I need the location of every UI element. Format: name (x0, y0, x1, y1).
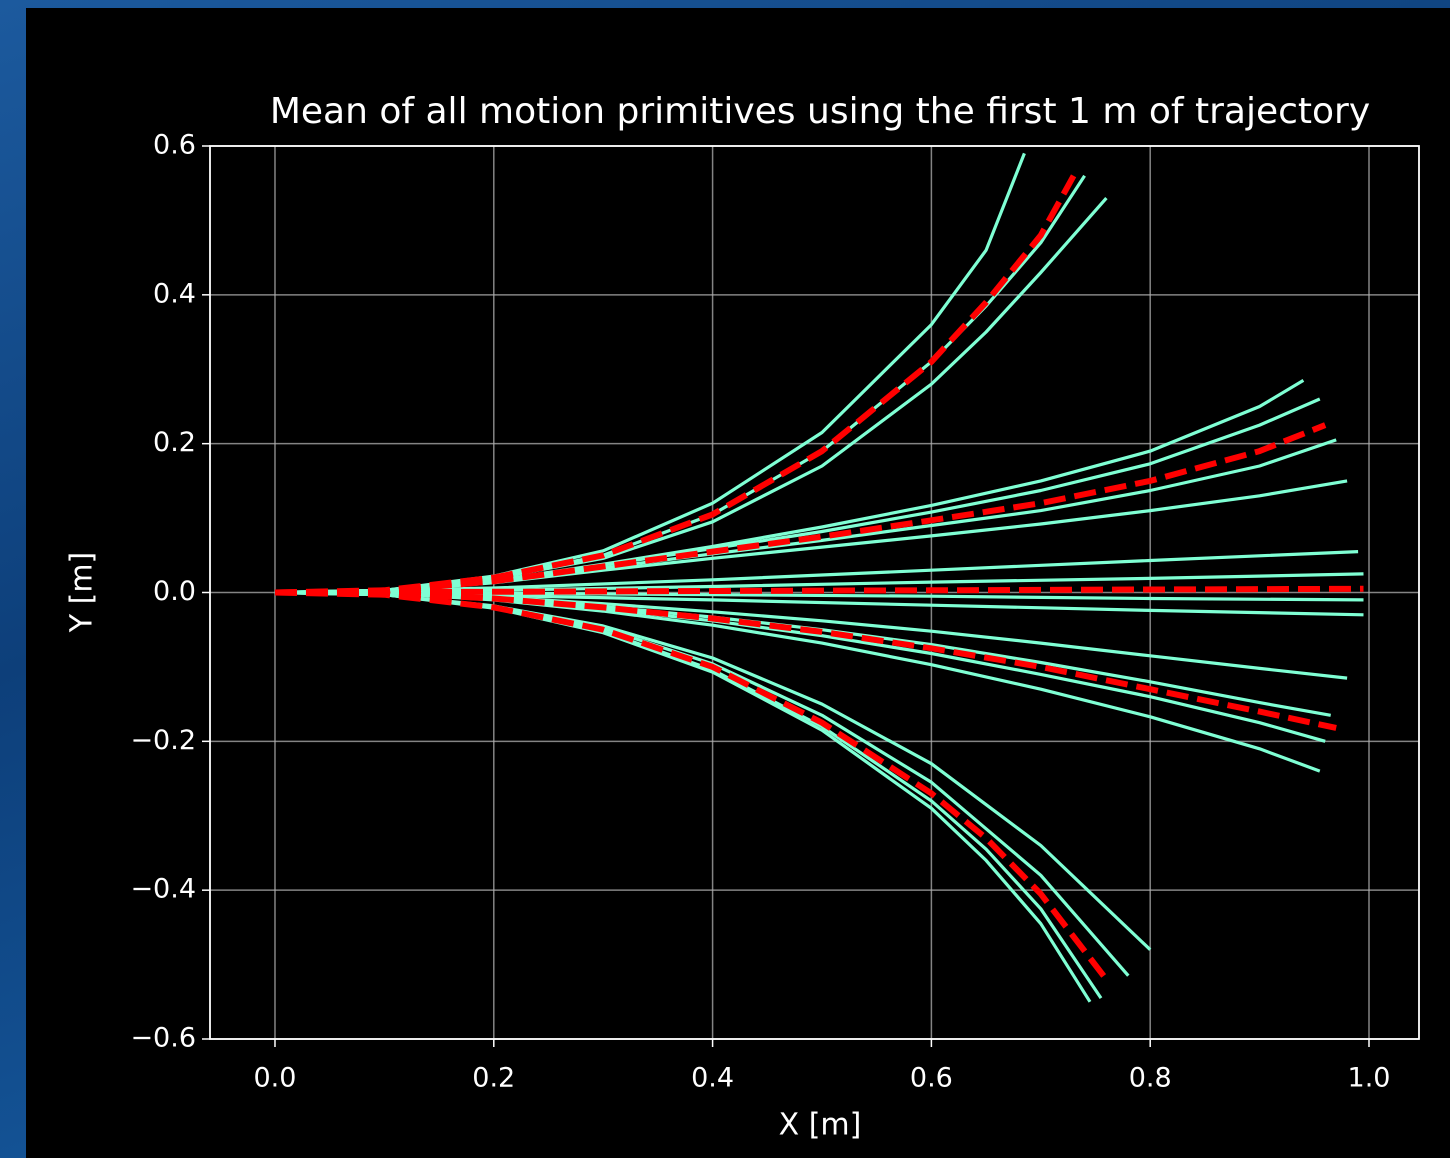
x-tick-label: 0.8 (1129, 1063, 1172, 1094)
mean-line (274, 589, 1337, 731)
trajectory-line (274, 590, 1364, 602)
x-tick-label: 1.0 (1348, 1063, 1391, 1094)
x-tick-label: 0.0 (254, 1063, 297, 1094)
y-axis-label: Y [m] (65, 552, 100, 634)
plot-frame (209, 145, 1420, 1040)
y-tick-label: 0.0 (153, 576, 196, 607)
y-tick-label: −0.6 (130, 1023, 196, 1054)
y-tick-label: −0.4 (130, 874, 196, 905)
y-tick-label: 0.4 (153, 278, 196, 309)
trajectory-line (274, 550, 1359, 595)
trajectory-line (274, 479, 1348, 595)
x-tick-label: 0.6 (910, 1063, 953, 1094)
mean-line (274, 589, 1109, 982)
trajectory-line (274, 590, 1321, 773)
mean-line (274, 585, 1364, 596)
x-tick-label: 0.4 (691, 1063, 734, 1094)
y-tick-label: 0.2 (153, 427, 196, 458)
y-tick-label: −0.2 (130, 725, 196, 756)
x-axis-label: X [m] (779, 1108, 862, 1143)
x-tick-label: 0.2 (472, 1063, 515, 1094)
figure-background (26, 8, 1450, 1158)
chart-title: Mean of all motion primitives using the … (270, 91, 1370, 132)
trajectory-line (274, 572, 1364, 595)
y-tick-label: 0.6 (153, 130, 196, 161)
